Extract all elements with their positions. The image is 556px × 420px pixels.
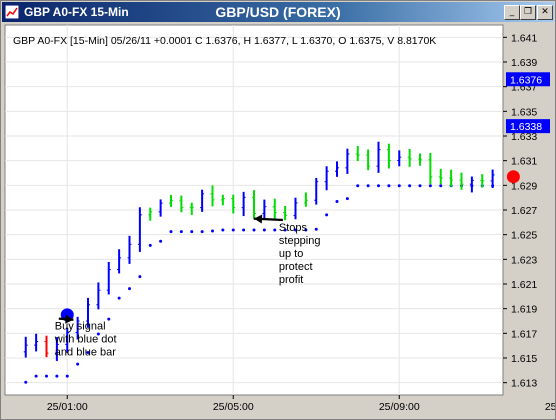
y-tick-label: 1.617 — [511, 328, 537, 340]
y-tick-label: 1.619 — [511, 304, 537, 316]
stop-dot — [45, 374, 48, 378]
y-tick-label: 1.631 — [511, 156, 537, 168]
annotation-line: profit — [279, 274, 303, 286]
x-tick-label: 25/05:00 — [213, 401, 254, 413]
stop-dot — [65, 374, 69, 378]
stop-dot — [408, 184, 412, 188]
y-tick-label: 1.627 — [511, 205, 537, 217]
annotations: Buy signal with blue dot and blue bar Stops… — [54, 214, 321, 359]
stop-dot — [138, 275, 142, 279]
title-bar[interactable]: GBP A0-FX 15-Min GBP/USD (FOREX) _ ❐ ✕ — [2, 2, 554, 22]
stop-dot — [117, 296, 121, 300]
close-button[interactable]: ✕ — [537, 5, 553, 20]
annotation-line: protect — [279, 261, 313, 273]
y-tick-label: 1.629 — [511, 180, 537, 192]
annotation-text: Buy signal with blue dot and blue bar — [54, 321, 117, 359]
annotation-arrowhead — [65, 314, 74, 324]
stop-dot — [159, 239, 163, 243]
stop-dot — [148, 243, 152, 247]
stop-dot — [356, 184, 360, 188]
stop-dot — [179, 230, 183, 234]
window-title: GBP A0-FX 15-Min — [24, 5, 129, 19]
stop-price-tag-bg — [506, 119, 550, 134]
chart-app-icon — [5, 5, 19, 19]
annotation-line: up to — [279, 248, 303, 260]
price-tags: 1.6376 1.6338 — [506, 72, 550, 134]
y-tick-label: 1.621 — [511, 279, 537, 291]
stop-dot — [190, 230, 194, 234]
stop-price-tag: 1.6338 — [510, 121, 542, 133]
stop-dot — [345, 197, 349, 201]
stop-dot — [294, 228, 297, 232]
stop-dot — [439, 184, 443, 188]
stop-dot — [262, 228, 266, 232]
stop-dot — [55, 374, 59, 378]
y-tick-label: 1.613 — [511, 378, 537, 390]
sell-signal-dot — [506, 170, 520, 184]
stop-dot — [387, 184, 391, 188]
x-tick-label: 25/09:00 — [379, 401, 420, 413]
stop-dot — [76, 362, 80, 366]
annotation-text: Stops stepping up to protect profit — [279, 222, 321, 286]
stop-dot — [200, 230, 204, 234]
stop-dot — [325, 213, 329, 217]
stop-dot — [169, 230, 173, 234]
stop-dot — [418, 184, 422, 188]
stop-dot — [304, 228, 308, 232]
stop-dot — [335, 200, 339, 204]
x-axis: 25/01:0025/05:0025/09:0025/13:0025/17:00… — [47, 395, 555, 413]
stop-dot — [283, 228, 287, 232]
y-tick-label: 1.623 — [511, 254, 537, 266]
annotation-arrowhead — [254, 214, 263, 224]
stop-dot — [366, 184, 370, 188]
stop-dot — [377, 184, 380, 188]
y-tick-label: 1.635 — [511, 106, 537, 118]
price-chart[interactable]: 1.6411.6391.6371.6351.6331.6311.6291.627… — [1, 23, 555, 419]
y-tick-label: 1.641 — [511, 32, 537, 44]
x-tick-label: 25/13:00 — [545, 401, 555, 413]
annotation-line: Buy signal — [55, 321, 106, 333]
stop-dot — [107, 317, 111, 321]
minimize-button[interactable]: _ — [504, 5, 520, 20]
price-bars — [23, 141, 495, 361]
stop-dot — [242, 228, 246, 232]
stop-dot — [24, 380, 28, 384]
stop-dot — [252, 228, 256, 232]
y-tick-label: 1.615 — [511, 353, 537, 365]
stop-dot — [34, 374, 38, 378]
stop-dot — [211, 229, 214, 233]
y-tick-label: 1.625 — [511, 230, 537, 242]
last-price-tag-bg — [506, 72, 550, 87]
stop-dot — [96, 332, 100, 336]
y-tick-label: 1.639 — [511, 57, 537, 69]
stop-dot — [397, 184, 401, 188]
stop-dot — [231, 228, 235, 232]
y-tick-label: 1.633 — [511, 131, 537, 143]
stop-dot — [428, 184, 432, 188]
stop-dot — [273, 228, 277, 232]
annotation-line: stepping — [279, 235, 321, 247]
y-axis: 1.6411.6391.6371.6351.6331.6311.6291.627… — [503, 32, 537, 390]
ohlc-info-line: GBP A0-FX [15-Min] 05/26/11 +0.0001 C 1.… — [13, 35, 436, 47]
annotation-line: Stops — [279, 222, 308, 234]
restore-button[interactable]: ❐ — [520, 5, 536, 20]
last-price-tag: 1.6376 — [510, 74, 542, 86]
stop-dot — [128, 287, 131, 291]
stop-dot — [314, 227, 318, 231]
stop-dot — [86, 350, 90, 354]
annotation-line: and blue bar — [55, 347, 116, 359]
x-tick-label: 25/01:00 — [47, 401, 88, 413]
stop-dot — [221, 228, 225, 232]
annotation-line: with blue dot — [54, 334, 117, 346]
